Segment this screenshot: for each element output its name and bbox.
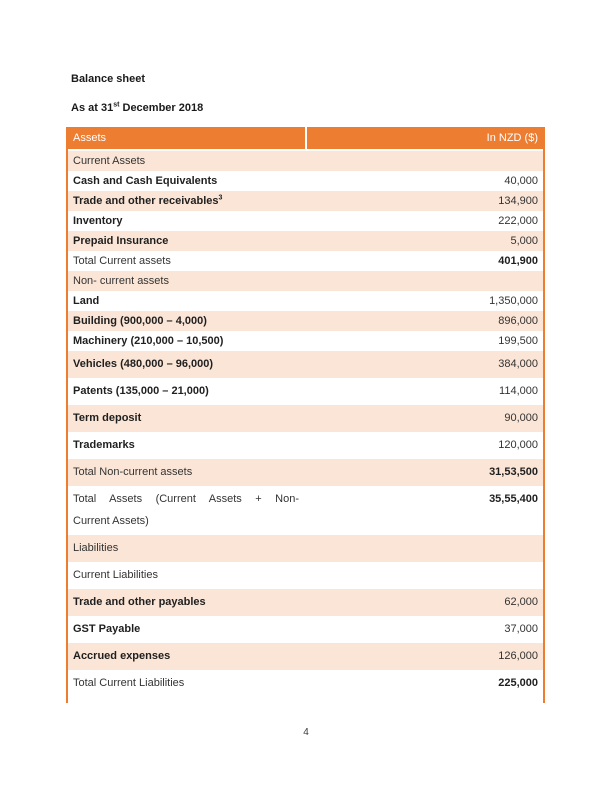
table-row: Accrued expenses 126,000 [68,643,543,670]
table-row: Total Non-current assets 31,53,500 [68,459,543,486]
row-value: 222,000 [498,215,538,227]
row-value: 401,900 [498,255,538,267]
row-label: Trademarks [73,439,135,451]
row-value: 896,000 [498,315,538,327]
row-label: GST Payable [73,623,141,635]
table-row: Land 1,350,000 [68,291,543,311]
table-header-currency: In NZD ($) [307,127,543,149]
page-content: Balance sheet As at 31st December 2018 A… [66,73,545,703]
row-label: Trade and other payables [73,596,206,608]
row-value: 37,000 [504,623,538,635]
row-value: 5,000 [510,235,538,247]
row-value: 384,000 [498,358,538,370]
row-label: Non- current assets [73,275,169,287]
document-subtitle: As at 31st December 2018 [71,101,545,115]
table-row: Building (900,000 – 4,000) 896,000 [68,311,543,331]
row-value: 90,000 [504,412,538,424]
row-label: Inventory [73,215,123,227]
subtitle-prefix: As at 31 [71,102,114,114]
table-row: Machinery (210,000 – 10,500) 199,500 [68,331,543,351]
document-title: Balance sheet [71,73,145,85]
row-label: Total Current Liabilities [73,677,185,689]
table-row: Trade and other receivables3 134,900 [68,191,543,211]
row-value: 1,350,000 [489,295,538,307]
balance-table-body: Current Assets Cash and Cash Equivalents… [68,151,543,697]
row-label: Land [73,295,100,307]
table-row: Non- current assets [68,271,543,291]
table-row: GST Payable 37,000 [68,616,543,643]
balance-sheet-table: Assets In NZD ($) Current Assets Cash an… [66,127,545,703]
table-row: Patents (135,000 – 21,000) 114,000 [68,378,543,405]
row-value: 31,53,500 [489,466,538,478]
table-row: Cash and Cash Equivalents 40,000 [68,171,543,191]
row-label: Term deposit [73,412,142,424]
table-row: Total Current Liabilities 225,000 [68,670,543,697]
table-header-row: Assets In NZD ($) [68,127,543,149]
page-number: 4 [303,727,309,738]
row-value: 35,55,400 [489,493,538,505]
row-value: 199,500 [498,335,538,347]
row-label: Prepaid Insurance [73,235,169,247]
table-empty-tail [68,697,543,703]
table-row: Vehicles (480,000 – 96,000) 384,000 [68,351,543,378]
row-value: 114,000 [499,385,538,397]
table-row: Inventory 222,000 [68,211,543,231]
subtitle-suffix: December 2018 [119,102,204,114]
row-value: 134,900 [498,195,538,207]
row-value: 40,000 [504,175,538,187]
table-row: Current Assets [68,151,543,171]
row-label: Trade and other receivables3 [73,194,223,207]
table-row: Current Liabilities [68,562,543,589]
table-header-assets: Assets [68,127,305,149]
row-value: 120,000 [498,439,538,451]
row-label: Current Liabilities [73,569,158,581]
table-row: Total Assets (Current Assets + Non- Curre… [68,486,543,535]
row-label: Total Non-current assets [73,466,193,478]
row-label: Total Assets (Current Assets + Non- Curre… [73,493,299,527]
table-row: Trademarks 120,000 [68,432,543,459]
row-value: 225,000 [498,677,538,689]
table-row: Liabilities [68,535,543,562]
row-label: Total Current assets [73,255,171,267]
row-label: Current Assets [73,155,146,167]
row-value: 62,000 [504,596,538,608]
table-row: Term deposit 90,000 [68,405,543,432]
row-label: Liabilities [73,542,119,554]
row-label: Patents (135,000 – 21,000) [73,385,209,397]
table-row: Prepaid Insurance 5,000 [68,231,543,251]
row-label: Accrued expenses [73,650,171,662]
table-row: Trade and other payables 62,000 [68,589,543,616]
row-label: Vehicles (480,000 – 96,000) [73,358,214,370]
subtitle-ordinal-superscript: st [113,101,120,109]
row-value: 126,000 [498,650,538,662]
table-row: Total Current assets 401,900 [68,251,543,271]
row-label: Cash and Cash Equivalents [73,175,218,187]
row-label: Machinery (210,000 – 10,500) [73,335,224,347]
row-label: Building (900,000 – 4,000) [73,315,207,327]
